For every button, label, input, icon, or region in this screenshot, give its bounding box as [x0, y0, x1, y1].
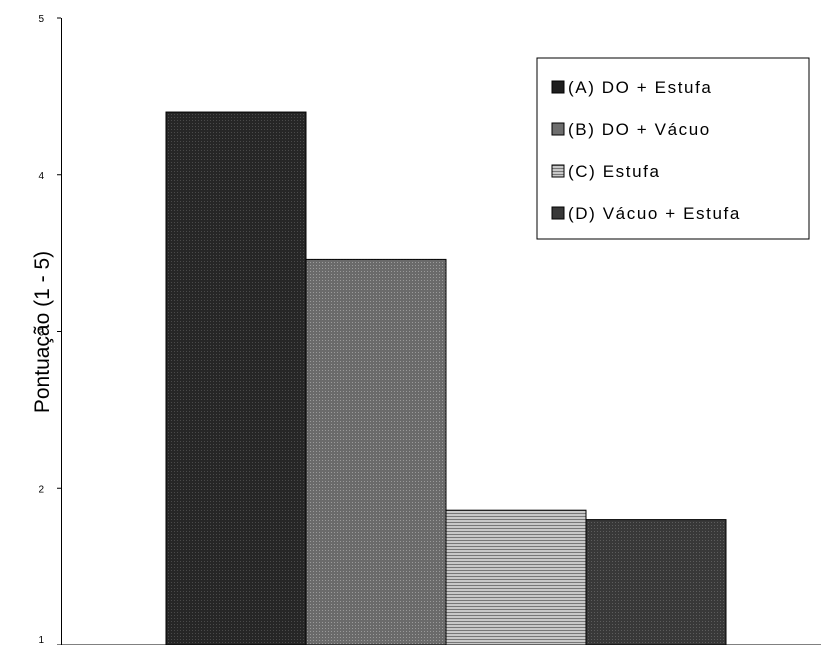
bar-d-vacuo-estufa — [585, 519, 727, 645]
bar-b-do-vacuo — [305, 258, 447, 645]
bar-c-estufa — [445, 509, 587, 645]
y-tick-label-1: 1 — [38, 635, 44, 645]
legend-label-d-vacuo-estufa: (D) Vácuo + Estufa — [568, 204, 741, 223]
legend-swatch-c-estufa — [551, 164, 565, 178]
y-ticks-group: 1 2 3 4 5 — [38, 14, 61, 645]
legend: (A) DO + Estufa (B) DO + Vácuo (C) Estufa (… — [536, 57, 810, 240]
y-tick-label-5: 5 — [38, 14, 44, 25]
legend-label-c-estufa: (C) Estufa — [568, 162, 661, 181]
y-tick-label-3: 3 — [38, 328, 44, 339]
legend-box — [536, 57, 810, 240]
legend-label-b-do-vacuo: (B) DO + Vácuo — [568, 120, 711, 139]
legend-swatch-d-vacuo-estufa — [551, 206, 565, 220]
y-tick-label-4: 4 — [38, 171, 44, 182]
y-axis-label: Pontuação (1 - 5) — [31, 251, 54, 413]
y-tick-label-2: 2 — [38, 484, 44, 495]
bars-group — [165, 111, 727, 645]
legend-items-group: (A) DO + Estufa (B) DO + Vácuo (C) Estufa (… — [551, 78, 741, 223]
bar-a-do-estufa — [165, 111, 307, 645]
legend-label-a-do-estufa: (A) DO + Estufa — [568, 78, 712, 97]
legend-swatch-a-do-estufa — [551, 80, 565, 94]
legend-swatch-b-do-vacuo — [551, 122, 565, 136]
